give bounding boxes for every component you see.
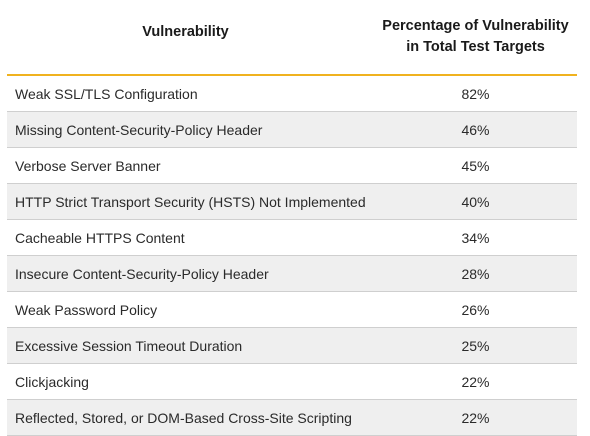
table-body: Weak SSL/TLS Configuration 82% Missing C… <box>7 75 577 436</box>
table-row: Excessive Session Timeout Duration 25% <box>7 327 577 364</box>
header-row: Vulnerability Percentage of Vulnerabilit… <box>7 0 577 76</box>
vulnerability-name: Weak SSL/TLS Configuration <box>7 75 364 112</box>
table-row: Insecure Content-Security-Policy Header … <box>7 255 577 292</box>
vulnerability-name: Clickjacking <box>7 363 364 400</box>
vulnerability-name: Cacheable HTTPS Content <box>7 219 364 256</box>
vulnerability-percentage: 45% <box>364 147 577 184</box>
vulnerability-percentage: 25% <box>364 327 577 364</box>
vulnerability-name: HTTP Strict Transport Security (HSTS) No… <box>7 183 366 220</box>
table-row: Weak SSL/TLS Configuration 82% <box>7 75 577 112</box>
table-header: Vulnerability Percentage of Vulnerabilit… <box>7 0 577 76</box>
vulnerability-percentage: 26% <box>364 291 577 328</box>
table-row: Missing Content-Security-Policy Header 4… <box>7 111 577 148</box>
vulnerability-percentage: 46% <box>364 111 577 148</box>
vulnerability-name: Missing Content-Security-Policy Header <box>7 111 364 148</box>
table-row: Clickjacking 22% <box>7 363 577 400</box>
table-row: Weak Password Policy 26% <box>7 291 577 328</box>
vulnerability-name: Verbose Server Banner <box>7 147 364 184</box>
vulnerability-percentage: 40% <box>364 183 577 220</box>
table-row: Reflected, Stored, or DOM-Based Cross-Si… <box>7 399 577 436</box>
vulnerability-percentage: 22% <box>364 399 577 436</box>
table-row: Cacheable HTTPS Content 34% <box>7 219 577 256</box>
vulnerability-name: Weak Password Policy <box>7 291 364 328</box>
vulnerability-percentage: 28% <box>364 255 577 292</box>
vulnerability-column-header: Vulnerability <box>7 0 364 76</box>
vulnerability-percentage: 82% <box>364 75 577 112</box>
vulnerability-name: Excessive Session Timeout Duration <box>7 327 364 364</box>
vulnerability-table: Vulnerability Percentage of Vulnerabilit… <box>7 0 577 436</box>
table-row: Verbose Server Banner 45% <box>7 147 577 184</box>
vulnerability-percentage: 22% <box>364 363 577 400</box>
vulnerability-name: Reflected, Stored, or DOM-Based Cross-Si… <box>7 399 364 436</box>
percentage-column-header: Percentage of Vulnerability in Total Tes… <box>364 0 577 76</box>
vulnerability-percentage: 34% <box>364 219 577 256</box>
vulnerability-name: Insecure Content-Security-Policy Header <box>7 255 364 292</box>
table-row: HTTP Strict Transport Security (HSTS) No… <box>7 183 577 220</box>
